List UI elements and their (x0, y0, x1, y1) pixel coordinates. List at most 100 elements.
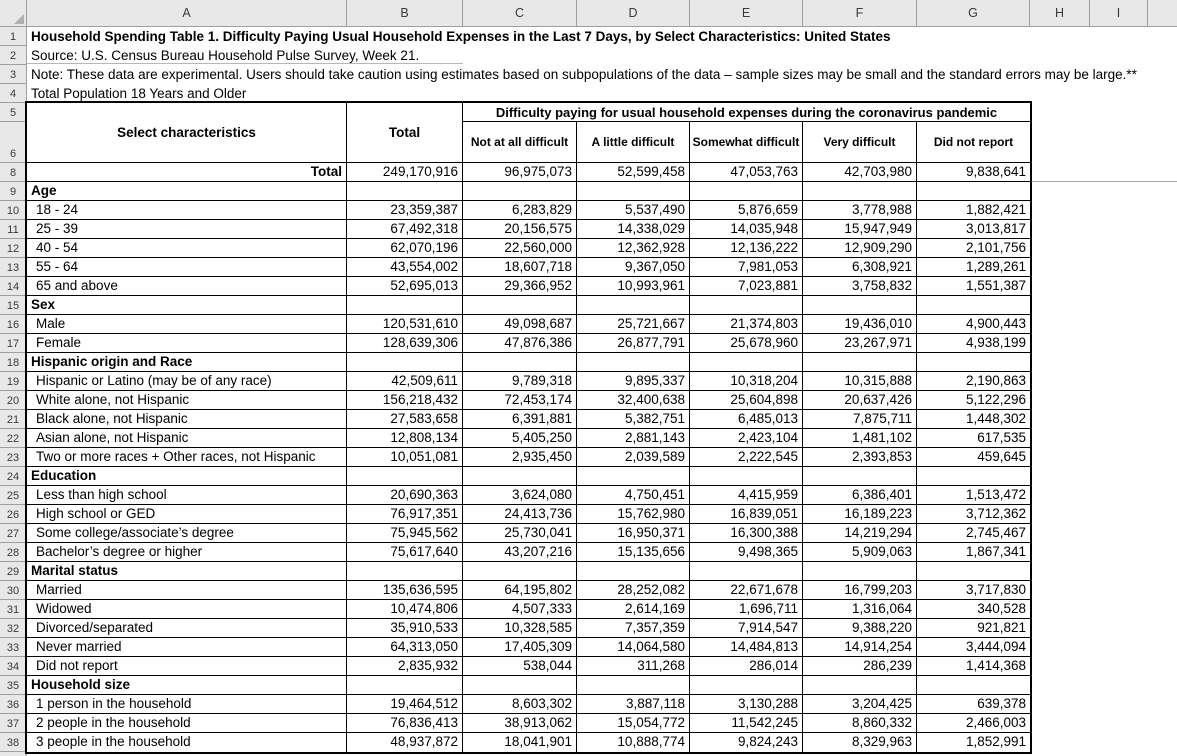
value-cell[interactable]: 2,881,143 (577, 429, 690, 447)
value-cell[interactable]: 10,993,961 (577, 277, 690, 295)
value-cell[interactable]: 3,204,425 (803, 695, 917, 713)
column-header-E[interactable]: E (690, 0, 803, 26)
value-cell[interactable]: 17,405,309 (463, 638, 577, 656)
row-header-8[interactable]: 8 (0, 163, 26, 182)
value-cell[interactable]: 75,945,562 (347, 524, 463, 542)
row-label-cell[interactable]: Hispanic or Latino (may be of any race) (27, 372, 347, 390)
value-cell[interactable]: 10,888,774 (577, 733, 690, 752)
value-cell[interactable]: 340,528 (977, 601, 1026, 616)
value-cell[interactable]: 3,444,094 (965, 639, 1026, 654)
value-cell[interactable]: 2,614,169 (577, 600, 690, 618)
value-cell[interactable]: 27,583,658 (347, 410, 463, 428)
value-cell[interactable]: 29,366,952 (463, 277, 577, 295)
value-cell[interactable]: 76,917,351 (347, 505, 463, 523)
row-header-35[interactable]: 35 (0, 676, 26, 695)
row-header-20[interactable]: 20 (0, 391, 26, 410)
value-cell[interactable] (803, 467, 917, 485)
value-cell[interactable]: 48,937,872 (347, 733, 463, 752)
row-header-16[interactable]: 16 (0, 315, 26, 334)
column-header-B[interactable]: B (347, 0, 463, 26)
row-label-cell[interactable]: 1 person in the household (27, 695, 347, 713)
value-cell[interactable]: 16,300,388 (690, 524, 803, 542)
value-cell[interactable]: 25,678,960 (690, 334, 803, 352)
value-cell[interactable]: 42,703,980 (803, 163, 917, 181)
value-cell[interactable]: 6,391,881 (463, 410, 577, 428)
value-cell[interactable]: 8,603,302 (463, 695, 577, 713)
value-cell[interactable] (803, 353, 917, 371)
row-header-31[interactable]: 31 (0, 600, 26, 619)
value-cell[interactable] (690, 353, 803, 371)
row-label-cell[interactable]: 18 - 24 (27, 201, 347, 219)
value-cell[interactable]: 2,101,756 (965, 240, 1026, 255)
row-label-cell[interactable]: Divorced/separated (27, 619, 347, 637)
value-cell[interactable]: 64,313,050 (347, 638, 463, 656)
subheader-cell[interactable]: Did not report (933, 134, 1014, 149)
value-cell[interactable] (917, 182, 1030, 200)
value-cell[interactable] (347, 467, 463, 485)
row-header-12[interactable]: 12 (0, 239, 26, 258)
value-cell[interactable]: 120,531,610 (347, 315, 463, 333)
value-cell[interactable]: 15,135,656 (577, 543, 690, 561)
value-cell[interactable]: 16,950,371 (577, 524, 690, 542)
row-label-cell[interactable]: Never married (27, 638, 347, 656)
value-cell[interactable]: 617,535 (977, 430, 1026, 445)
row-header-24[interactable]: 24 (0, 467, 26, 486)
value-cell[interactable]: 1,867,341 (965, 544, 1026, 559)
row-label-cell[interactable]: Married (27, 581, 347, 599)
row-header-4[interactable]: 4 (0, 84, 26, 103)
value-cell[interactable]: 5,405,250 (463, 429, 577, 447)
row-label-cell[interactable]: Male (27, 315, 347, 333)
row-header-9[interactable]: 9 (0, 182, 26, 201)
value-cell[interactable]: 7,914,547 (690, 619, 803, 637)
value-cell[interactable]: 25,721,667 (577, 315, 690, 333)
row-label-cell[interactable]: Black alone, not Hispanic (27, 410, 347, 428)
subheader-cell[interactable]: Very difficult (803, 122, 917, 162)
row-header-2[interactable]: 2 (0, 46, 26, 65)
row-header-30[interactable]: 30 (0, 581, 26, 600)
column-header-A[interactable]: A (27, 0, 347, 26)
value-cell[interactable]: 16,799,203 (803, 581, 917, 599)
value-cell[interactable]: 76,836,413 (347, 714, 463, 732)
row-label-cell[interactable]: White alone, not Hispanic (27, 391, 347, 409)
select-all-corner[interactable] (0, 0, 27, 26)
value-cell[interactable]: 2,423,104 (690, 429, 803, 447)
value-cell[interactable]: 3,778,988 (803, 201, 917, 219)
column-header-C[interactable]: C (463, 0, 577, 26)
value-cell[interactable]: 639,378 (977, 696, 1026, 711)
value-cell[interactable]: 35,910,533 (347, 619, 463, 637)
value-cell[interactable] (577, 562, 690, 580)
value-cell[interactable]: 19,464,512 (347, 695, 463, 713)
value-cell[interactable]: 7,357,359 (577, 619, 690, 637)
row-header-34[interactable]: 34 (0, 657, 26, 676)
value-cell[interactable] (803, 562, 917, 580)
row-label-cell[interactable]: Sex (27, 296, 347, 314)
value-cell[interactable]: 75,617,640 (347, 543, 463, 561)
value-cell[interactable]: 9,498,365 (690, 543, 803, 561)
cell-a2[interactable]: Source: U.S. Census Bureau Household Pul… (31, 48, 420, 63)
row-header-25[interactable]: 25 (0, 486, 26, 505)
value-cell[interactable]: 2,039,589 (577, 448, 690, 466)
value-cell[interactable]: 1,316,064 (803, 600, 917, 618)
value-cell[interactable] (917, 562, 1030, 580)
value-cell[interactable]: 10,315,888 (803, 372, 917, 390)
row-header-26[interactable]: 26 (0, 505, 26, 524)
value-cell[interactable]: 10,328,585 (463, 619, 577, 637)
row-header-21[interactable]: 21 (0, 410, 26, 429)
value-cell[interactable]: 9,388,220 (803, 619, 917, 637)
value-cell[interactable]: 921,821 (977, 620, 1026, 635)
value-cell[interactable]: 43,207,216 (463, 543, 577, 561)
row-header-3[interactable]: 3 (0, 65, 26, 84)
subheader-cell[interactable]: A little difficult (577, 122, 690, 162)
value-cell[interactable]: 12,362,928 (577, 239, 690, 257)
value-cell[interactable]: 5,537,490 (577, 201, 690, 219)
value-cell[interactable] (917, 676, 1030, 694)
value-cell[interactable]: 1,852,991 (965, 734, 1026, 749)
row-header-10[interactable]: 10 (0, 201, 26, 220)
value-cell[interactable]: 3,712,362 (965, 506, 1026, 521)
row-header-27[interactable]: 27 (0, 524, 26, 543)
value-cell[interactable] (577, 182, 690, 200)
row-header-15[interactable]: 15 (0, 296, 26, 315)
value-cell[interactable] (690, 676, 803, 694)
value-cell[interactable]: 10,051,081 (347, 448, 463, 466)
value-cell[interactable]: 52,599,458 (577, 163, 690, 181)
